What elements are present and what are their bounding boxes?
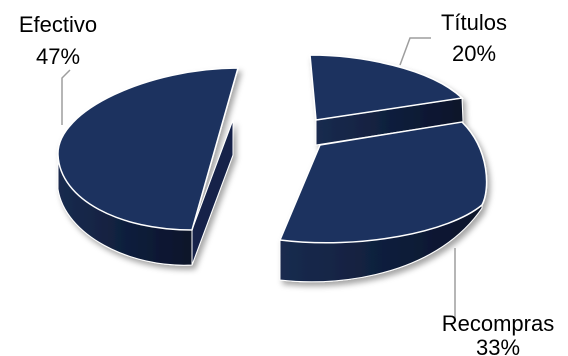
label-efectivo-name: Efectivo [19,12,97,37]
pie-slice-titulos [309,54,464,146]
label-titulos-name: Títulos [441,10,507,35]
label-recompras-name: Recompras [442,311,554,336]
pie-slice-recompras [278,121,488,283]
pie-slice-titulos-top [309,54,464,121]
pie-slice-efectivo [57,67,239,266]
label-titulos-value: 20% [452,41,496,66]
label-efectivo-value: 47% [36,44,80,69]
pie-slice-efectivo-inner-side [191,119,234,266]
leader-line-efectivo [61,69,71,125]
pie-slice-recompras-top [278,121,488,244]
leader-line-titulos [399,37,431,66]
label-recompras-value: 33% [476,335,520,356]
pie-slice-efectivo-top [57,67,239,231]
